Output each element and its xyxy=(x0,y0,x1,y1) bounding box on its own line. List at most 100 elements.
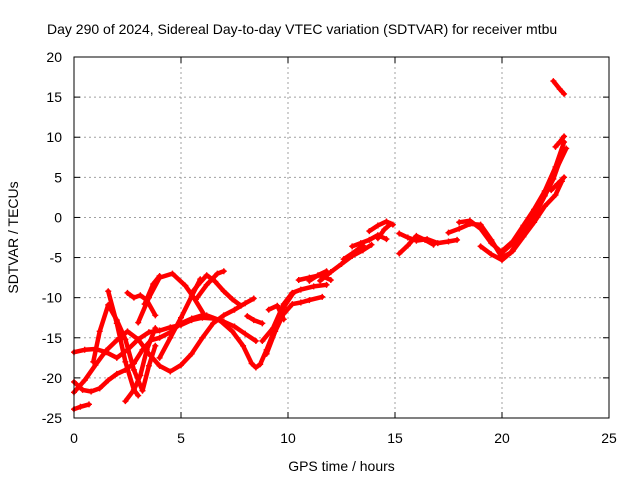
data-point xyxy=(366,236,373,243)
data-point xyxy=(152,325,159,332)
data-point xyxy=(274,302,281,309)
data-point xyxy=(456,219,463,226)
data-point xyxy=(366,228,373,235)
series-21 xyxy=(340,242,366,263)
data-point xyxy=(81,377,88,384)
data-point xyxy=(145,329,152,336)
data-point xyxy=(113,354,120,361)
data-point xyxy=(314,272,321,279)
data-point xyxy=(122,358,129,365)
y-tick-label: -10 xyxy=(42,290,62,306)
data-point xyxy=(220,268,227,275)
data-point xyxy=(259,320,266,327)
data-point xyxy=(259,337,266,344)
data-point xyxy=(552,163,559,170)
data-point xyxy=(96,385,103,392)
chart-title: Day 290 of 2024, Sidereal Day-to-day VTE… xyxy=(47,21,557,37)
data-point xyxy=(477,225,484,232)
data-point xyxy=(242,330,249,337)
series-9 xyxy=(141,273,163,308)
y-tick-label: -5 xyxy=(50,250,63,266)
series-line xyxy=(193,268,227,302)
data-point xyxy=(188,315,195,322)
data-point xyxy=(141,301,148,308)
data-point xyxy=(280,316,287,323)
series-11 xyxy=(188,272,244,309)
data-point xyxy=(396,250,403,257)
data-point xyxy=(556,139,563,146)
data-point xyxy=(263,350,270,357)
data-point xyxy=(477,243,484,250)
data-point xyxy=(135,336,142,343)
data-point xyxy=(499,256,505,263)
x-tick-label: 0 xyxy=(70,430,78,446)
data-point xyxy=(220,312,227,319)
data-point xyxy=(454,236,461,243)
data-point xyxy=(135,392,142,399)
data-point xyxy=(509,248,516,255)
data-point xyxy=(306,277,313,284)
data-point xyxy=(130,294,137,301)
x-tick-label: 10 xyxy=(280,430,296,446)
data-point xyxy=(229,328,236,335)
data-point xyxy=(289,301,296,308)
series-17 xyxy=(265,302,287,323)
data-point xyxy=(229,296,236,303)
series-4 xyxy=(90,301,159,394)
data-point xyxy=(192,296,199,303)
data-point xyxy=(456,225,463,232)
data-point xyxy=(231,323,238,330)
data-point xyxy=(387,220,394,227)
y-tick-label: -15 xyxy=(42,330,62,346)
series-29 xyxy=(477,178,565,263)
data-point xyxy=(383,236,390,243)
data-point xyxy=(182,282,189,289)
data-point xyxy=(195,281,202,288)
data-point xyxy=(349,250,356,257)
data-point xyxy=(88,388,95,395)
data-point xyxy=(145,362,152,369)
data-point xyxy=(178,314,184,321)
data-point xyxy=(541,203,548,210)
data-point xyxy=(509,238,516,245)
data-point xyxy=(130,366,137,373)
data-point xyxy=(413,237,420,244)
x-tick-label: 5 xyxy=(177,430,185,446)
series-12 xyxy=(192,268,227,303)
data-point xyxy=(85,401,92,408)
data-point xyxy=(520,222,527,229)
data-point xyxy=(396,230,403,237)
data-point xyxy=(323,281,330,288)
data-point xyxy=(383,218,390,225)
y-tick-label: 0 xyxy=(54,209,62,225)
data-point xyxy=(541,187,548,194)
data-point xyxy=(203,281,210,288)
series-6 xyxy=(122,325,159,405)
data-point xyxy=(231,306,238,313)
data-point xyxy=(338,260,345,267)
y-tick-label: 15 xyxy=(46,89,62,105)
data-point xyxy=(252,364,259,371)
data-point xyxy=(237,302,244,309)
data-point xyxy=(445,229,452,236)
data-point xyxy=(280,301,287,308)
y-tick-label: 5 xyxy=(54,169,62,185)
series-26 xyxy=(396,230,461,247)
data-point xyxy=(210,320,217,327)
data-point xyxy=(550,78,557,85)
data-point xyxy=(248,360,255,367)
x-tick-label: 25 xyxy=(601,430,617,446)
series-5 xyxy=(105,288,142,399)
data-point xyxy=(214,270,221,277)
data-point xyxy=(113,320,120,327)
data-point xyxy=(220,288,227,295)
data-point xyxy=(178,362,184,369)
series-14 xyxy=(244,313,266,327)
data-point xyxy=(79,386,86,393)
data-point xyxy=(404,234,411,241)
series-20 xyxy=(317,241,375,284)
data-point xyxy=(137,372,144,379)
data-point xyxy=(445,238,452,245)
data-point xyxy=(130,386,137,393)
data-point xyxy=(297,299,304,306)
